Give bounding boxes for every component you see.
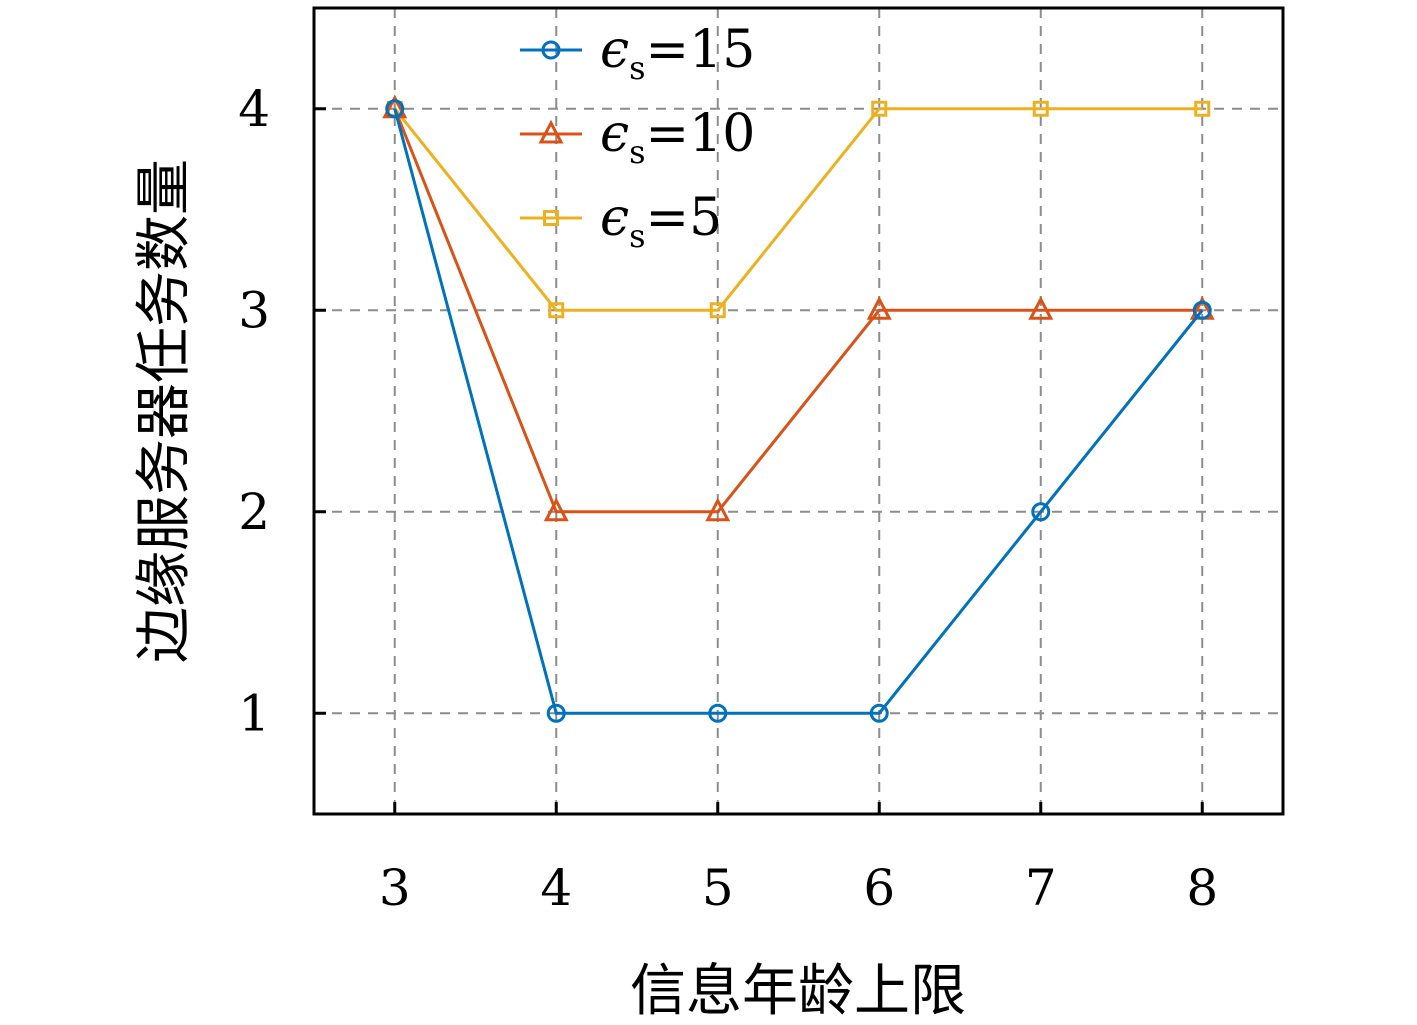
x-tick-label: 8 <box>1186 859 1218 917</box>
square-marker <box>543 210 559 226</box>
legend-entry: ϵs=5 <box>520 188 722 255</box>
y-tick-label: 4 <box>238 80 270 138</box>
x-tick-label: 4 <box>540 859 572 917</box>
data-point <box>543 497 569 522</box>
legend-value: =5 <box>646 188 723 248</box>
series-line-circle <box>385 99 1212 723</box>
data-point <box>1192 300 1212 320</box>
legend-value: =10 <box>646 104 756 164</box>
data-point <box>546 703 566 723</box>
legend-subscript: s <box>629 133 645 171</box>
x-axis-label: 信息年龄上限 <box>630 959 966 1024</box>
legend-symbol: ϵ <box>600 20 629 80</box>
series-line <box>393 108 1204 715</box>
legend-entry: ϵs=15 <box>520 20 755 87</box>
series-line-square <box>386 100 1211 319</box>
data-point <box>1028 296 1054 320</box>
legend-entry: ϵs=10 <box>520 104 755 171</box>
series-line-triangle <box>382 94 1215 522</box>
data-point <box>709 302 726 319</box>
legend-symbol: ϵ <box>600 104 629 164</box>
plot-frame <box>312 6 1285 816</box>
data-point <box>1031 502 1051 522</box>
legend-subscript: s <box>629 217 645 255</box>
y-tick-label: 2 <box>238 483 270 541</box>
data-point <box>1194 100 1211 117</box>
y-tick-label: 1 <box>238 684 270 742</box>
legend-label: ϵs=5 <box>600 188 722 255</box>
x-tick-label: 5 <box>702 859 734 917</box>
data-point <box>705 497 731 522</box>
legend-value: =15 <box>646 20 756 80</box>
data-point <box>866 296 892 320</box>
series-line <box>393 107 1203 312</box>
data-point <box>871 100 888 117</box>
triangle-marker <box>538 119 564 144</box>
x-tick-label: 6 <box>863 859 895 917</box>
data-point <box>385 99 405 119</box>
legend-label: ϵs=10 <box>600 104 755 171</box>
data-point <box>1032 100 1049 117</box>
legend-label: ϵs=15 <box>600 20 755 87</box>
legend-symbol: ϵ <box>600 188 629 248</box>
data-point <box>708 703 728 723</box>
circle-marker <box>541 40 561 60</box>
data-point <box>869 703 889 723</box>
legend-subscript: s <box>629 49 645 87</box>
data-point <box>548 302 565 319</box>
x-tick-label: 3 <box>379 859 411 917</box>
series-group <box>382 94 1215 723</box>
y-tick-label: 3 <box>238 281 270 339</box>
ticks: 3 4 5 6 7 8 1 2 3 4 <box>238 80 1218 917</box>
y-axis-label: 边缘服务器任务数量 <box>132 159 197 663</box>
series-line <box>393 108 1203 514</box>
x-tick-label: 7 <box>1025 859 1057 917</box>
